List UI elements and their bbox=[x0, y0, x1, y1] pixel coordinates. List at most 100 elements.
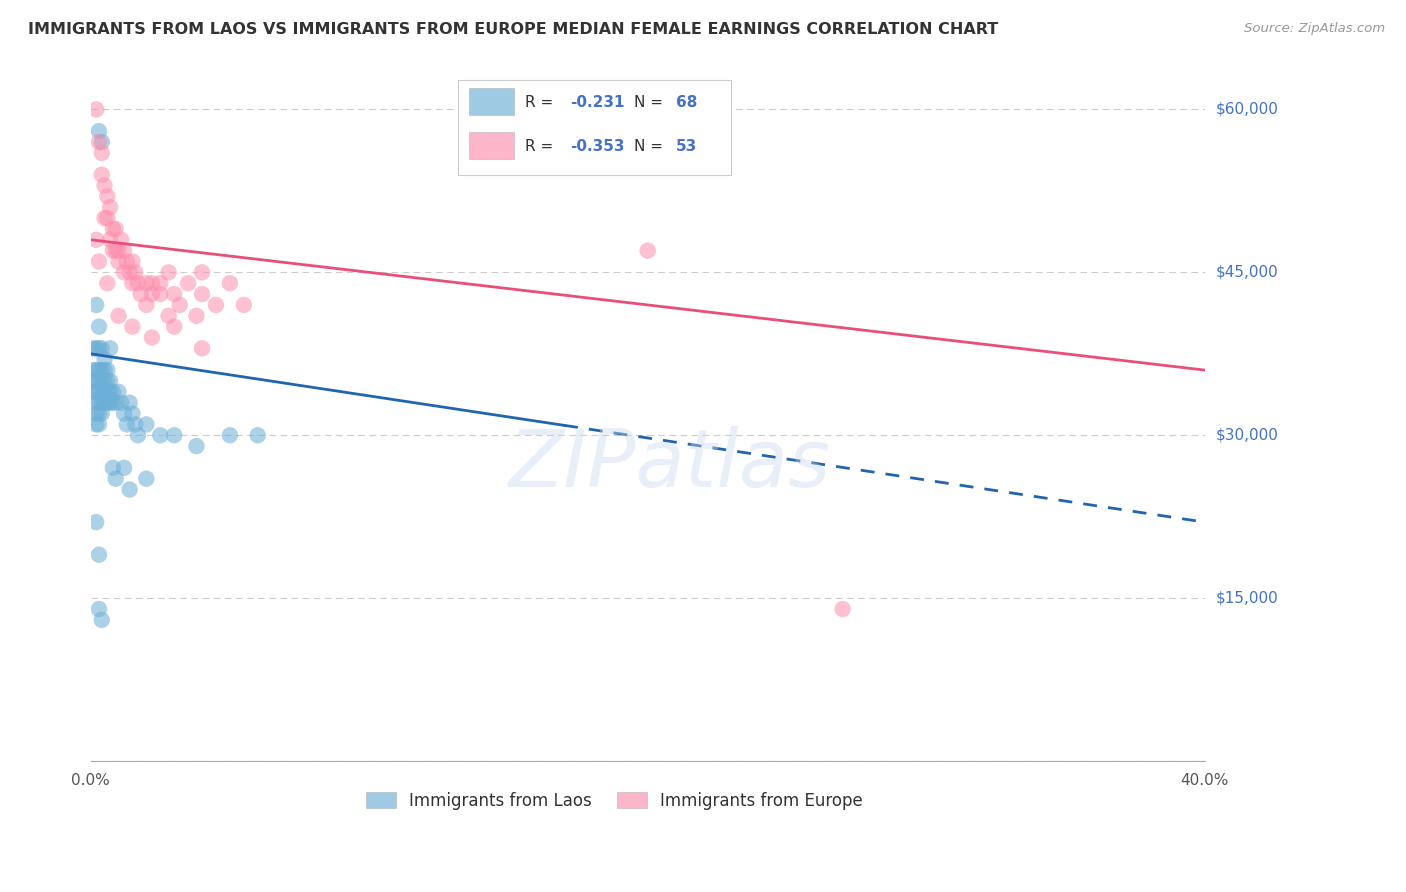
Point bbox=[232, 298, 254, 312]
Point bbox=[93, 374, 115, 388]
Text: N =: N = bbox=[634, 138, 668, 153]
Point bbox=[87, 407, 110, 421]
Point bbox=[163, 319, 186, 334]
Point bbox=[87, 254, 110, 268]
Text: R =: R = bbox=[524, 138, 558, 153]
Point bbox=[84, 298, 107, 312]
Point bbox=[149, 287, 172, 301]
Point bbox=[84, 103, 107, 117]
Point bbox=[163, 428, 186, 442]
Point bbox=[93, 352, 115, 367]
Point bbox=[112, 265, 135, 279]
Point bbox=[98, 200, 121, 214]
Point bbox=[90, 407, 112, 421]
Point bbox=[149, 428, 172, 442]
Point bbox=[124, 265, 146, 279]
Point bbox=[107, 384, 129, 399]
Point bbox=[96, 374, 118, 388]
Point bbox=[101, 460, 124, 475]
Point bbox=[87, 548, 110, 562]
Point bbox=[82, 363, 104, 377]
Point bbox=[118, 483, 141, 497]
Point bbox=[84, 417, 107, 432]
Point bbox=[121, 319, 143, 334]
Text: R =: R = bbox=[524, 95, 558, 110]
FancyBboxPatch shape bbox=[470, 88, 515, 115]
Point bbox=[191, 287, 214, 301]
Point bbox=[87, 384, 110, 399]
Point bbox=[219, 277, 242, 291]
Point bbox=[98, 374, 121, 388]
Point bbox=[93, 395, 115, 409]
Text: $30,000: $30,000 bbox=[1216, 428, 1279, 442]
Point bbox=[87, 602, 110, 616]
Point bbox=[112, 460, 135, 475]
Point bbox=[82, 384, 104, 399]
Point bbox=[104, 244, 127, 258]
Point bbox=[141, 287, 163, 301]
Point bbox=[135, 472, 157, 486]
Point bbox=[98, 233, 121, 247]
Text: Source: ZipAtlas.com: Source: ZipAtlas.com bbox=[1244, 22, 1385, 36]
Point bbox=[191, 342, 214, 356]
Text: 68: 68 bbox=[675, 95, 697, 110]
Point bbox=[101, 395, 124, 409]
Point bbox=[96, 211, 118, 225]
Text: N =: N = bbox=[634, 95, 668, 110]
Point bbox=[186, 439, 208, 453]
Point bbox=[177, 277, 200, 291]
Text: -0.231: -0.231 bbox=[569, 95, 624, 110]
Point bbox=[87, 124, 110, 138]
Point bbox=[163, 287, 186, 301]
Point bbox=[87, 135, 110, 149]
Point bbox=[96, 189, 118, 203]
Point bbox=[246, 428, 269, 442]
Point bbox=[90, 363, 112, 377]
Point bbox=[96, 384, 118, 399]
Point bbox=[98, 395, 121, 409]
Point bbox=[124, 417, 146, 432]
Point bbox=[90, 613, 112, 627]
Point bbox=[141, 277, 163, 291]
Text: IMMIGRANTS FROM LAOS VS IMMIGRANTS FROM EUROPE MEDIAN FEMALE EARNINGS CORRELATIO: IMMIGRANTS FROM LAOS VS IMMIGRANTS FROM … bbox=[28, 22, 998, 37]
Point bbox=[191, 265, 214, 279]
Point bbox=[90, 168, 112, 182]
Point bbox=[90, 374, 112, 388]
Point bbox=[82, 342, 104, 356]
Point bbox=[96, 277, 118, 291]
FancyBboxPatch shape bbox=[470, 132, 515, 159]
Point bbox=[115, 254, 138, 268]
Point bbox=[135, 298, 157, 312]
Point bbox=[127, 277, 149, 291]
Point bbox=[90, 145, 112, 160]
Point bbox=[101, 244, 124, 258]
Point bbox=[90, 395, 112, 409]
Point bbox=[118, 395, 141, 409]
Point bbox=[87, 319, 110, 334]
Point bbox=[157, 309, 180, 323]
Point bbox=[112, 244, 135, 258]
Point bbox=[93, 178, 115, 193]
Point bbox=[205, 298, 228, 312]
Point bbox=[219, 428, 242, 442]
Point bbox=[82, 374, 104, 388]
Point bbox=[121, 254, 143, 268]
Point bbox=[84, 342, 107, 356]
Point bbox=[141, 330, 163, 344]
Point bbox=[186, 309, 208, 323]
Point bbox=[637, 244, 659, 258]
Point bbox=[98, 384, 121, 399]
Point bbox=[98, 342, 121, 356]
Point bbox=[115, 417, 138, 432]
Point bbox=[107, 309, 129, 323]
Point bbox=[84, 363, 107, 377]
Text: 53: 53 bbox=[675, 138, 697, 153]
Point bbox=[90, 342, 112, 356]
Point bbox=[87, 417, 110, 432]
Point bbox=[93, 363, 115, 377]
Point bbox=[90, 135, 112, 149]
Point bbox=[121, 407, 143, 421]
Text: ZIPatlas: ZIPatlas bbox=[509, 425, 831, 504]
Text: $15,000: $15,000 bbox=[1216, 591, 1278, 606]
Text: $60,000: $60,000 bbox=[1216, 102, 1279, 117]
